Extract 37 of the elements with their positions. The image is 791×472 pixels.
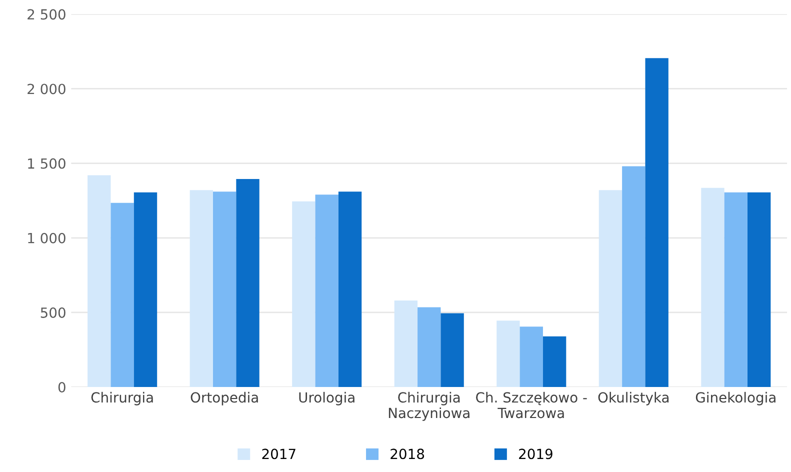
bar bbox=[440, 313, 464, 388]
bar bbox=[542, 336, 566, 388]
x-tick-label: Chirurgia Naczyniowa bbox=[388, 392, 470, 421]
x-tick-label: Ginekologia bbox=[696, 392, 776, 406]
bar bbox=[622, 166, 646, 388]
bar bbox=[598, 190, 622, 388]
bar bbox=[724, 192, 748, 388]
bar bbox=[292, 201, 316, 388]
y-tick-label: 500 bbox=[40, 307, 66, 318]
bar bbox=[748, 192, 771, 388]
bar bbox=[236, 178, 260, 388]
bar bbox=[418, 307, 441, 388]
x-tick-label: Chirurgia bbox=[91, 392, 153, 406]
x-tick-label: Okulistyka bbox=[598, 392, 669, 406]
bar bbox=[394, 300, 418, 388]
x-tick-label: Urologia bbox=[299, 392, 354, 406]
bar bbox=[110, 202, 134, 388]
x-tick-label: Ortopedia bbox=[190, 392, 258, 406]
bar bbox=[701, 188, 724, 388]
bar bbox=[190, 190, 213, 388]
bar bbox=[338, 192, 362, 388]
legend-label: 2019 bbox=[519, 448, 552, 460]
y-tick-label: 2 500 bbox=[28, 9, 66, 20]
legend-label: 2017 bbox=[262, 448, 296, 460]
legend-label: 2018 bbox=[390, 448, 424, 460]
bar bbox=[315, 194, 338, 388]
bar bbox=[88, 175, 111, 388]
bar bbox=[520, 326, 543, 388]
bar bbox=[645, 58, 668, 388]
y-tick-label: 1 000 bbox=[28, 232, 66, 244]
x-tick-label: Ch. Szczękowo - Twarzowa bbox=[476, 392, 587, 418]
bar bbox=[496, 320, 520, 388]
y-tick-label: 2 000 bbox=[28, 84, 66, 94]
bar bbox=[212, 192, 236, 388]
y-tick-label: 0 bbox=[58, 382, 66, 393]
bar bbox=[134, 192, 158, 388]
y-tick-label: 1 500 bbox=[28, 158, 66, 169]
